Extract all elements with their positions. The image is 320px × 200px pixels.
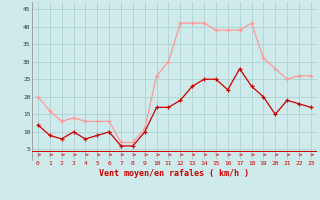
- X-axis label: Vent moyen/en rafales ( km/h ): Vent moyen/en rafales ( km/h ): [100, 169, 249, 178]
